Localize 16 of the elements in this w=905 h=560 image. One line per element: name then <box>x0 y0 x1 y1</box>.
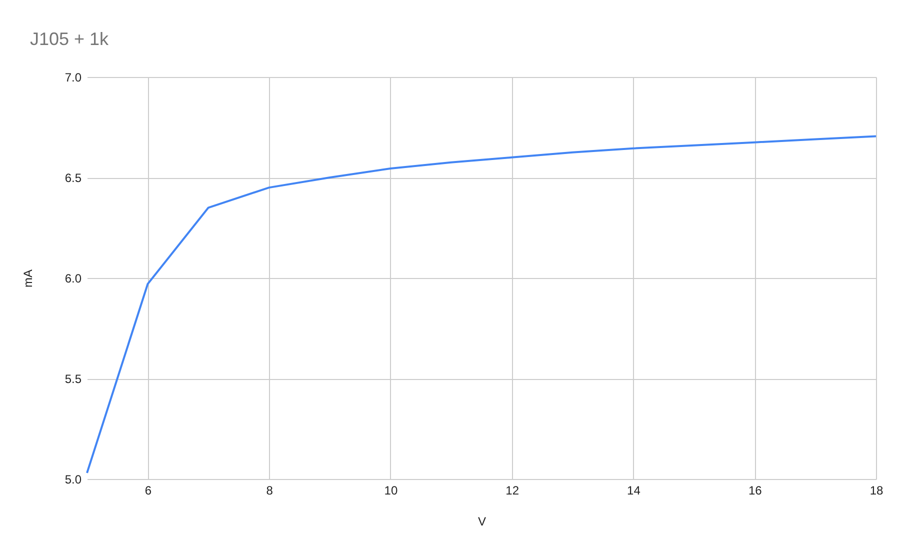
y-tick-label: 5.0 <box>64 472 82 486</box>
y-tick-label: 6.0 <box>64 272 82 286</box>
y-tick-label: 5.5 <box>64 372 82 386</box>
x-tick-label: 8 <box>266 484 274 498</box>
x-tick-label: 14 <box>627 484 641 498</box>
x-axis-title: V <box>478 514 486 528</box>
x-tick-label: 16 <box>748 484 762 498</box>
x-tick-label: 10 <box>384 484 398 498</box>
line-series <box>86 135 877 474</box>
y-tick-label: 7.0 <box>64 70 82 84</box>
x-tick-label: 6 <box>144 484 152 498</box>
x-tick-label: 12 <box>506 484 520 498</box>
x-tick-label: 18 <box>870 484 884 498</box>
chart-title: J105 + 1k <box>30 29 110 49</box>
y-tick-label: 6.5 <box>64 171 82 185</box>
y-axis-title: mA <box>20 270 35 288</box>
